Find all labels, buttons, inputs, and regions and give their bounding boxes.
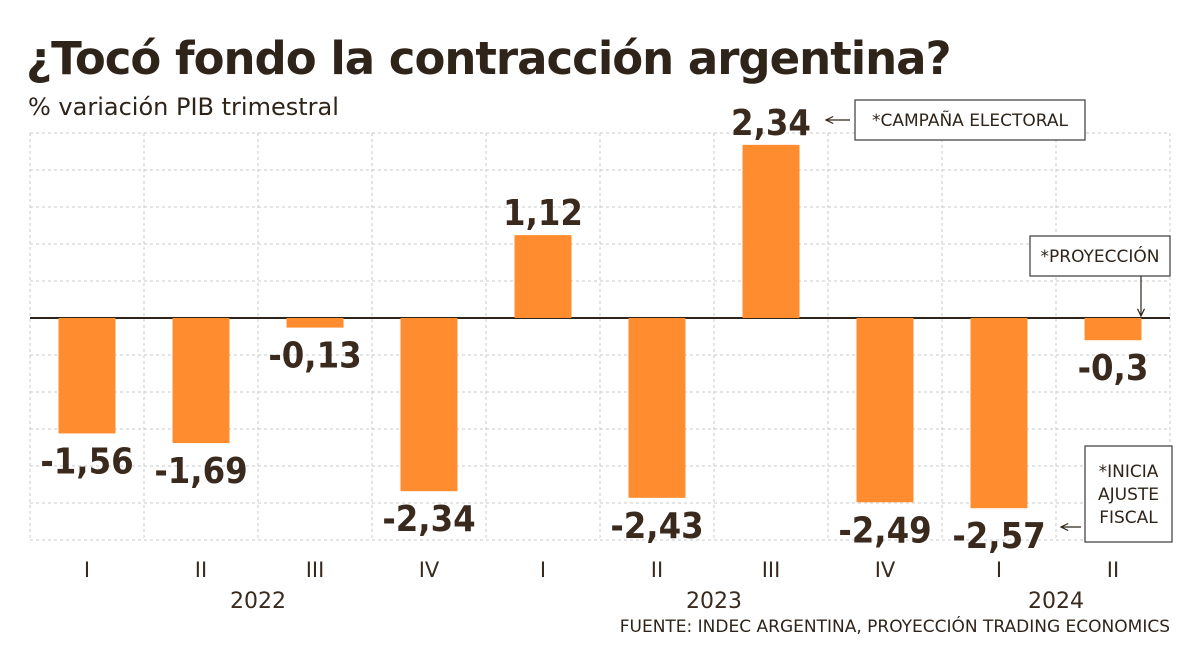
chart-title: ¿Tocó fondo la contracción argentina? [26, 32, 952, 85]
tick-label: I [84, 558, 90, 582]
tick-label: IV [875, 558, 896, 582]
value-label: -2,49 [838, 510, 931, 551]
bar [58, 318, 116, 434]
value-labels: -1,56 -1,69 -0,13 -2,34 1,12 -2,43 2,34 -2,49 -2… [40, 103, 1148, 557]
bar [172, 318, 230, 444]
tick-label: I [996, 558, 1002, 582]
annotation-box [1029, 235, 1171, 277]
annotation-arrowhead [1059, 522, 1069, 532]
value-label: -2,57 [952, 516, 1045, 557]
year-labels: 2022 2023 2024 [230, 589, 1084, 614]
tick-label: II [195, 558, 207, 582]
x-axis-ticks: I II III IV I II III IV I II [84, 558, 1119, 582]
annotation-text: FISCAL [1099, 508, 1158, 528]
value-label: -0,13 [268, 336, 361, 377]
value-label: -0,3 [1078, 348, 1149, 389]
bar [742, 144, 800, 318]
chart-subtitle: % variación PIB trimestral [28, 93, 339, 121]
tick-label: III [762, 558, 781, 582]
value-label: -2,43 [610, 506, 703, 547]
annotation-text: *INICIA [1099, 462, 1159, 482]
year-label: 2024 [1028, 589, 1084, 614]
annotations: *CAMPAÑA ELECTORAL *PROYECCIÓN *INICIA AJUS… [824, 99, 1173, 543]
annotation-text: AJUSTE [1098, 485, 1159, 505]
bar [514, 235, 572, 318]
annotation-arrowhead [1136, 308, 1146, 318]
bar [400, 318, 458, 492]
year-label: 2022 [230, 589, 286, 614]
annotation-box [1084, 445, 1173, 543]
value-label: -1,69 [154, 451, 247, 492]
bar [970, 318, 1028, 509]
annotation-text: *PROYECCIÓN [1041, 245, 1160, 267]
tick-label: III [306, 558, 325, 582]
source-note: FUENTE: INDEC ARGENTINA, PROYECCIÓN TRAD… [619, 617, 1170, 637]
tick-label: II [651, 558, 663, 582]
tick-label: IV [419, 558, 440, 582]
value-label: -2,34 [382, 499, 475, 540]
bar [856, 318, 914, 503]
tick-label: I [540, 558, 546, 582]
annotation-text: *CAMPAÑA ELECTORAL [872, 109, 1069, 131]
tick-label: II [1107, 558, 1119, 582]
value-label: -1,56 [40, 441, 133, 482]
annotation-box [854, 99, 1086, 141]
bars [58, 144, 1142, 509]
bar [1084, 318, 1142, 341]
bar [286, 318, 344, 328]
value-label: 2,34 [731, 103, 811, 144]
value-label: 1,12 [503, 193, 583, 234]
annotation-arrowhead [824, 115, 834, 125]
year-label: 2023 [686, 589, 742, 614]
bar [628, 318, 686, 498]
